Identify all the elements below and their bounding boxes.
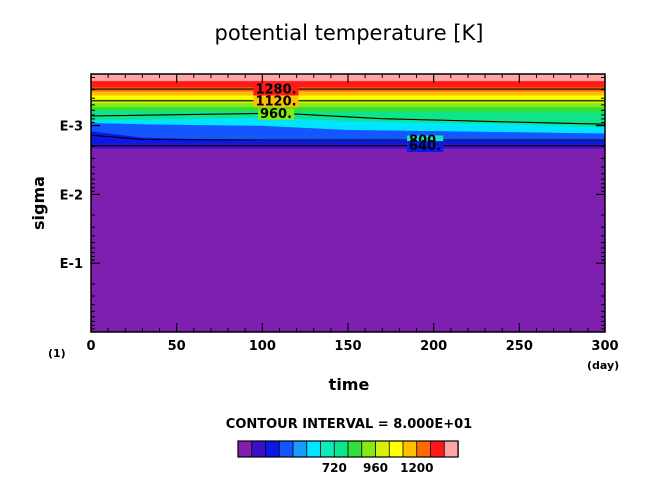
contour-label-backdrop [407,141,444,153]
x-tick-label: 200 [420,339,447,354]
colorbar-swatch [443,440,459,458]
contour-label-backdrop [253,84,299,96]
colorbar-swatch [292,440,308,458]
colorbar-swatch [333,440,349,458]
x-tick-label: 100 [249,339,276,354]
colorbar-frame [237,440,459,458]
y-axis-label: sigma [29,176,48,230]
colorbar-label: 1200 [400,461,433,475]
plot-fills [90,73,606,332]
colorbar [237,440,459,458]
colorbar-swatch [347,440,363,458]
x-tick-label: 300 [591,339,618,354]
chart-title: potential temperature [K] [215,21,484,45]
colorbar-swatch [237,440,253,458]
x-tick-label: 250 [506,339,533,354]
colorbar-swatch [416,440,432,458]
colorbar-swatch [265,440,280,458]
x-axis-ticks: 0 50 100 150 200 250 300 [86,74,619,354]
contour-label: 640. [409,139,441,154]
colorbar-swatch [375,440,390,458]
colorbar-label: 720 [322,461,347,475]
colorbar-swatch [388,440,404,458]
x-axis-unit: (day) [587,359,619,372]
contour-label: 1280. [255,83,296,98]
contour-label-backdrop [258,108,295,120]
contour-labels: 1280.1120.960.800.640. [253,83,444,154]
contour-interval-text: CONTOUR INTERVAL = 8.000E+01 [226,417,472,432]
contour-label-backdrop [407,135,444,147]
colorbar-swatch [320,440,335,458]
colorbar-swatch [361,440,377,458]
colorbar-labels: 720 960 1200 [322,461,434,475]
colorbar-swatch [251,440,267,458]
y-tick-label: E-2 [60,188,83,203]
contour-label-backdrop [253,96,299,108]
y-tick-label: E-1 [60,257,83,272]
contour-label: 1120. [255,94,296,109]
y-axis-ticks: E-3 E-2 E-1 [60,77,605,330]
x-tick-label: 0 [86,339,95,354]
contour-label: 960. [260,107,292,122]
x-tick-label: 50 [168,339,186,354]
y-tick-label: E-3 [60,120,83,135]
y-axis-unit: (1) [48,347,66,360]
colorbar-swatch [278,440,294,458]
contour-line-960 [90,112,606,125]
x-tick-label: 150 [334,339,361,354]
colorbar-swatch [430,440,445,458]
colorbar-swatch [306,440,322,458]
colorbar-label: 960 [363,461,388,475]
x-axis-label: time [329,375,370,394]
colorbar-swatch [402,440,418,458]
